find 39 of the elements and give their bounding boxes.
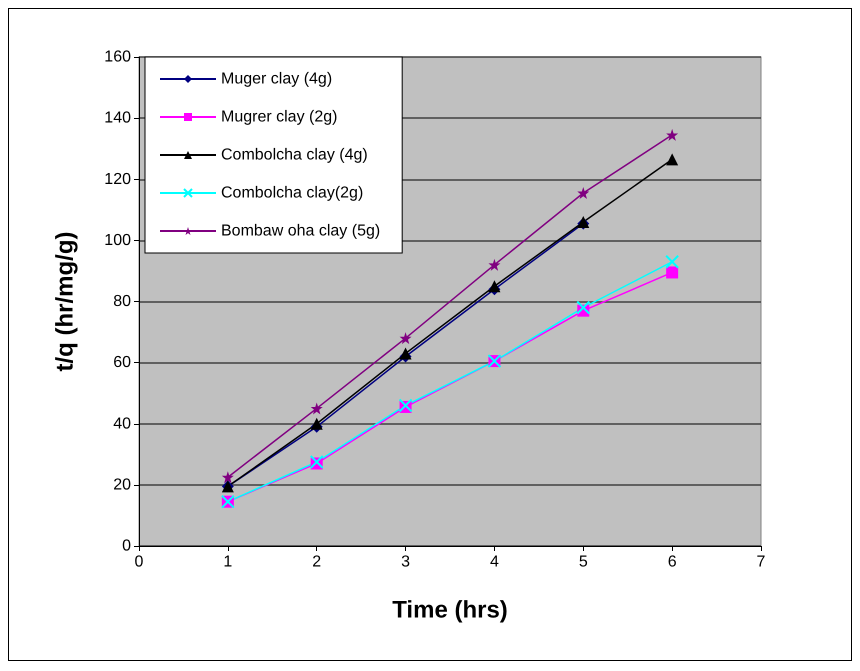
point xyxy=(310,402,323,414)
point xyxy=(400,347,412,360)
point xyxy=(666,153,678,166)
x-axis-title: Time (hrs) xyxy=(392,596,508,624)
point xyxy=(310,454,324,469)
y-tick-label: 60 xyxy=(113,354,132,372)
point xyxy=(666,266,678,278)
x-tick-label: 5 xyxy=(578,554,588,570)
point xyxy=(310,418,323,430)
point xyxy=(577,187,590,200)
x-tick-label: 2 xyxy=(312,554,322,570)
y-tick-label: 120 xyxy=(104,170,132,188)
point xyxy=(488,280,500,292)
y-axis-title: t/q (hr/mg/g) xyxy=(52,232,78,372)
x-tick-label: 0 xyxy=(134,554,144,570)
point xyxy=(665,254,680,269)
legend-label: Combolcha clay (4g) xyxy=(221,146,368,164)
x-tick-label: 4 xyxy=(490,554,499,570)
point xyxy=(400,332,412,344)
y-tick-label: 100 xyxy=(104,232,132,249)
y-tick-label: 80 xyxy=(113,293,132,310)
x-tick-label: 7 xyxy=(756,554,766,570)
point xyxy=(398,398,413,412)
y-tick-label: 140 xyxy=(104,110,132,127)
point xyxy=(576,300,590,315)
legend-label: Muger clay (4g) xyxy=(221,70,332,88)
y-tick-label: 160 xyxy=(104,48,132,66)
y-tick-label: 0 xyxy=(122,538,132,554)
x-tick-label: 3 xyxy=(401,554,410,570)
legend-label: Bombaw oha clay (5g) xyxy=(221,222,380,240)
point xyxy=(488,258,500,271)
point xyxy=(222,471,234,484)
y-tick-label: 20 xyxy=(113,476,132,494)
y-tick-label: 40 xyxy=(113,415,132,432)
legend-label: Mugrer clay (2g) xyxy=(221,108,338,126)
legend-label: Combolcha clay(2g) xyxy=(221,184,364,202)
x-tick-label: 1 xyxy=(223,554,232,570)
point xyxy=(666,128,678,141)
x-tick-label: 6 xyxy=(668,554,677,570)
